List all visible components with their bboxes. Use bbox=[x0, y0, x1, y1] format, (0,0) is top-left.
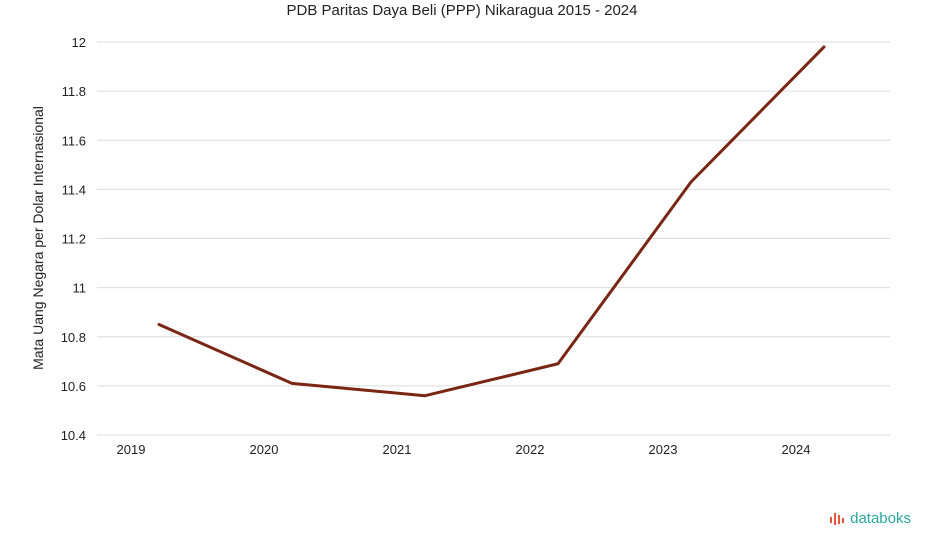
y-tick-label: 12 bbox=[72, 35, 86, 50]
databoks-logo-icon bbox=[830, 512, 845, 525]
y-axis-label: Mata Uang Negara per Dolar Internasional bbox=[30, 106, 46, 370]
y-tick-label: 11 bbox=[73, 281, 87, 296]
y-tick-label: 11.4 bbox=[62, 182, 86, 197]
chart-title: PDB Paritas Daya Beli (PPP) Nikaragua 20… bbox=[286, 2, 637, 19]
x-tick-label: 2023 bbox=[649, 442, 678, 457]
y-tick-label: 10.6 bbox=[61, 379, 86, 394]
y-tick-label: 11.8 bbox=[62, 84, 86, 99]
x-tick-label: 2024 bbox=[782, 442, 811, 457]
databoks-brand: databoks bbox=[829, 510, 911, 527]
y-axis-ticks: 10.4 10.6 10.8 11 11.2 11.4 11.6 11.8 12 bbox=[61, 35, 86, 443]
y-tick-label: 10.8 bbox=[61, 330, 86, 345]
x-tick-label: 2020 bbox=[250, 442, 279, 457]
y-tick-label: 10.4 bbox=[61, 428, 86, 443]
x-axis-ticks: 2019 2020 2021 2022 2023 2024 bbox=[117, 442, 811, 457]
x-tick-label: 2019 bbox=[117, 442, 146, 457]
y-tick-label: 11.2 bbox=[62, 232, 86, 247]
series-line-0 bbox=[157, 45, 826, 398]
grid-lines bbox=[97, 41, 890, 436]
x-tick-label: 2022 bbox=[516, 442, 545, 457]
series-layer bbox=[157, 45, 826, 398]
databoks-wordmark: databoks bbox=[850, 510, 911, 527]
y-tick-label: 11.6 bbox=[62, 133, 86, 148]
x-tick-label: 2021 bbox=[383, 442, 412, 457]
